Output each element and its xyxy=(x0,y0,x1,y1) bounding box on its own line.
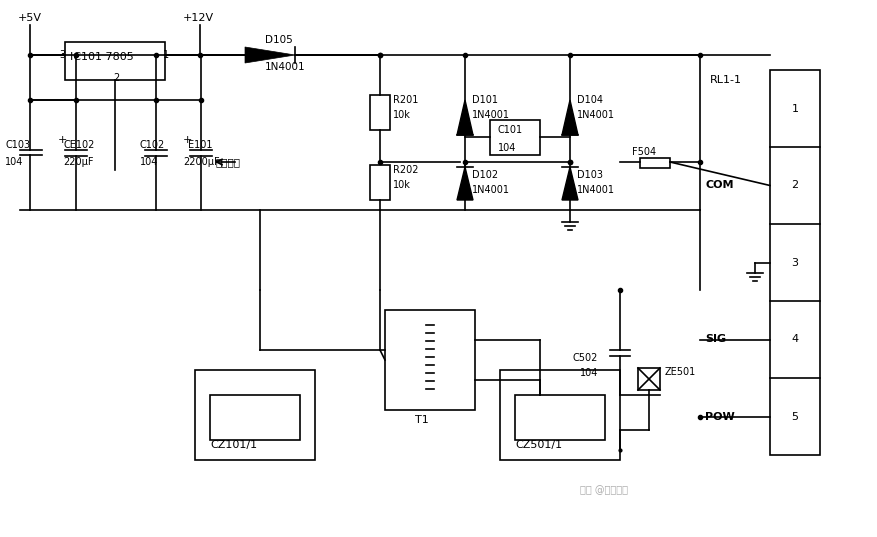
Text: +: + xyxy=(183,135,192,145)
Bar xyxy=(385,310,475,410)
Text: 1N4001: 1N4001 xyxy=(472,185,510,195)
Text: 104: 104 xyxy=(580,368,598,378)
Bar xyxy=(770,70,820,455)
Text: 10k: 10k xyxy=(393,180,411,190)
Text: 1N4001: 1N4001 xyxy=(577,110,615,120)
Text: 1: 1 xyxy=(792,104,798,113)
Text: CE102: CE102 xyxy=(63,140,95,150)
Text: C102: C102 xyxy=(140,140,165,150)
Bar xyxy=(65,42,165,80)
Text: 头条 @维修人家: 头条 @维修人家 xyxy=(580,485,628,495)
Text: C502: C502 xyxy=(573,353,598,363)
Bar xyxy=(500,370,620,460)
Text: D104: D104 xyxy=(577,95,603,105)
Text: ZE501: ZE501 xyxy=(665,367,696,377)
Bar xyxy=(370,95,390,130)
Text: 1N4001: 1N4001 xyxy=(472,110,510,120)
Text: F504: F504 xyxy=(632,147,656,157)
Text: 1N4001: 1N4001 xyxy=(265,62,305,72)
Text: 5: 5 xyxy=(792,411,798,422)
Text: 2: 2 xyxy=(791,180,799,191)
Text: 3: 3 xyxy=(59,50,65,60)
Text: 2: 2 xyxy=(113,73,119,83)
Bar xyxy=(210,395,300,440)
Text: RL1-1: RL1-1 xyxy=(710,75,742,85)
Text: D102: D102 xyxy=(472,170,498,180)
Polygon shape xyxy=(457,167,473,200)
Text: R201: R201 xyxy=(393,95,418,105)
Polygon shape xyxy=(562,100,578,135)
Text: +12V: +12V xyxy=(183,13,214,23)
Text: D103: D103 xyxy=(577,170,603,180)
Text: +5V: +5V xyxy=(18,13,42,23)
Text: POW: POW xyxy=(705,411,735,422)
Text: 1: 1 xyxy=(163,50,169,60)
Text: 104: 104 xyxy=(140,157,159,167)
Bar xyxy=(515,395,605,440)
Text: T1: T1 xyxy=(415,415,429,425)
Text: COM: COM xyxy=(705,180,733,191)
Text: 104: 104 xyxy=(498,143,517,153)
Polygon shape xyxy=(457,100,473,135)
Text: D101: D101 xyxy=(472,95,498,105)
Text: 过零检测: 过零检测 xyxy=(215,157,240,167)
Text: +: + xyxy=(58,135,68,145)
Text: SIG: SIG xyxy=(705,335,726,345)
Text: 3: 3 xyxy=(792,258,798,267)
Text: C101: C101 xyxy=(498,125,523,135)
Text: 4: 4 xyxy=(791,335,799,345)
Text: IC101 7805: IC101 7805 xyxy=(70,52,134,62)
Bar xyxy=(640,158,670,168)
Text: 104: 104 xyxy=(5,157,24,167)
Text: E101: E101 xyxy=(188,140,212,150)
Text: R202: R202 xyxy=(393,165,418,175)
Polygon shape xyxy=(562,167,578,200)
Text: CZ501/1: CZ501/1 xyxy=(515,440,562,450)
Text: CZ101/1: CZ101/1 xyxy=(210,440,257,450)
Text: 1N4001: 1N4001 xyxy=(577,185,615,195)
Polygon shape xyxy=(245,47,295,63)
Text: 2200μF: 2200μF xyxy=(183,157,219,167)
Text: D105: D105 xyxy=(265,35,293,45)
Text: 10k: 10k xyxy=(393,110,411,120)
Bar xyxy=(490,120,540,155)
Text: 220μF: 220μF xyxy=(63,157,94,167)
Bar xyxy=(370,165,390,200)
Bar xyxy=(638,368,660,390)
Bar xyxy=(195,370,315,460)
Text: C103: C103 xyxy=(5,140,30,150)
